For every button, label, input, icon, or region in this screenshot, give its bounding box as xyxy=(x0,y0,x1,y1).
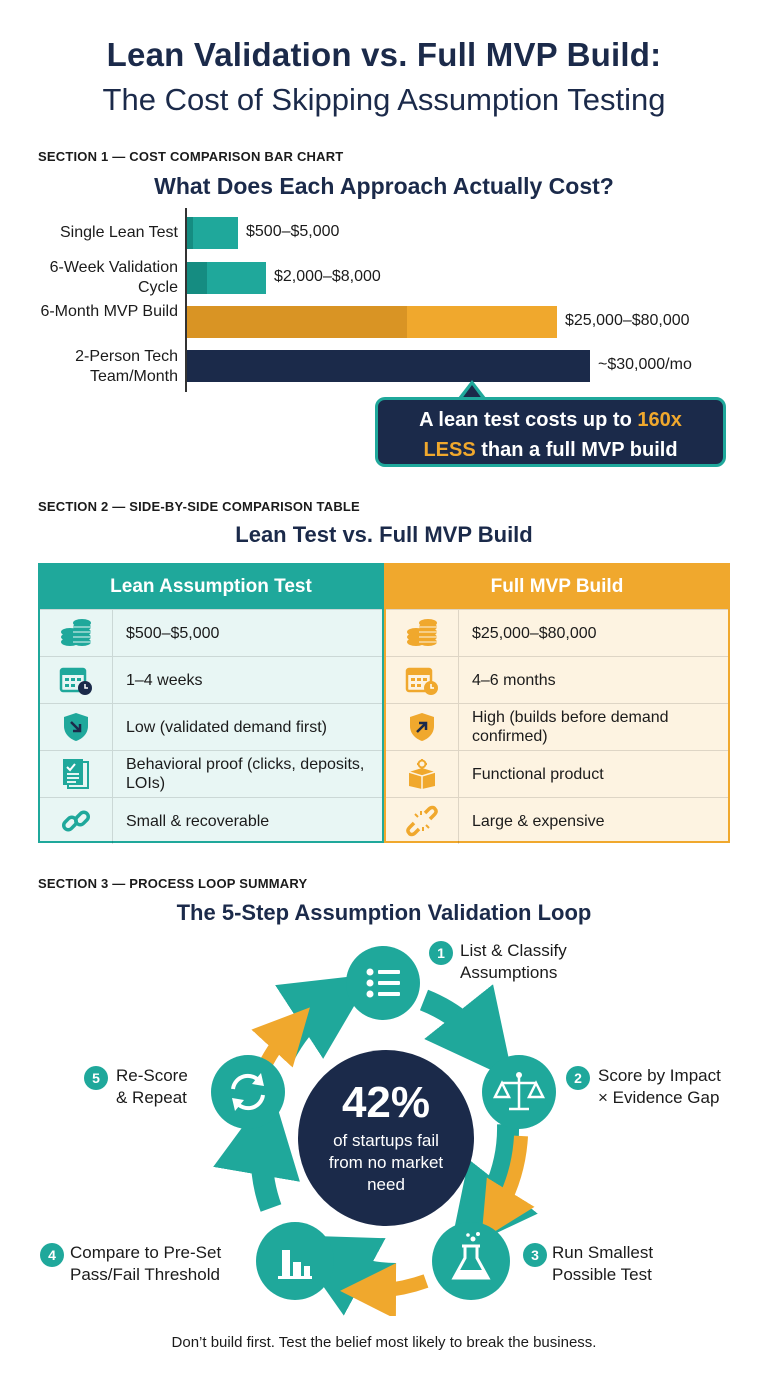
section1-title: What Does Each Approach Actually Cost? xyxy=(154,173,614,199)
table-row: Large & expensive xyxy=(386,797,728,844)
page-title: Lean Validation vs. Full MVP Build: xyxy=(106,36,662,73)
step1-node xyxy=(346,946,420,1020)
coins-icon xyxy=(386,610,459,656)
shield-icon xyxy=(40,704,113,750)
table-row: Functional product xyxy=(386,750,728,797)
step1-label: List & Classify Assumptions xyxy=(460,941,567,982)
bar-value-tech-team: ~$30,000/mo xyxy=(598,356,692,373)
footer-tagline: Don’t build first. Test the belief most … xyxy=(171,1334,597,1351)
step4-node xyxy=(256,1222,334,1300)
package-icon xyxy=(386,751,459,797)
chart-axis xyxy=(185,208,187,392)
coins-icon xyxy=(40,610,113,656)
bar-single-lean-test xyxy=(187,217,238,249)
step5-node xyxy=(211,1055,285,1129)
step3-label: Run Smallest Possible Test xyxy=(552,1243,654,1284)
step2-label: Score by Impact × Evidence Gap xyxy=(598,1066,721,1107)
link-icon xyxy=(40,798,113,844)
lean-column: Lean Assumption Test $500–$5,000 1–4 wee… xyxy=(38,563,384,844)
shield-icon xyxy=(386,704,459,750)
step5-label: Re-Score & Repeat xyxy=(116,1066,188,1107)
scale-icon xyxy=(492,1072,546,1111)
step3-number: 3 xyxy=(523,1243,547,1267)
bar-mvp-build xyxy=(187,306,557,338)
page-subtitle: The Cost of Skipping Assumption Testing xyxy=(102,82,666,117)
refresh-icon xyxy=(231,1073,265,1111)
center-stat-value: 42% xyxy=(341,1078,431,1127)
mvp-header: Full MVP Build xyxy=(386,565,728,609)
center-stat-text: of startups fail from no market need xyxy=(328,1131,444,1194)
broken-link-icon xyxy=(386,798,459,844)
table-row: 1–4 weeks xyxy=(40,656,382,703)
center-stat-circle: 42% of startups fail from no market need xyxy=(298,1050,474,1226)
table-row: High (builds before demand confirmed) xyxy=(386,703,728,750)
step1-number: 1 xyxy=(429,941,453,965)
bar-label-validation-cycle: 6-Week Validation Cycle xyxy=(49,259,178,296)
section3-label: SECTION 3 — PROCESS LOOP SUMMARY xyxy=(38,876,308,891)
step3-node xyxy=(432,1222,510,1300)
step4-number: 4 xyxy=(40,1243,64,1267)
bar-value-validation-cycle: $2,000–$8,000 xyxy=(274,268,381,285)
calendar-icon xyxy=(40,657,113,703)
bar-value-single-lean-test: $500–$5,000 xyxy=(246,223,340,240)
bar-label-mvp-build: 6-Month MVP Build xyxy=(40,303,178,320)
section3-title: The 5-Step Assumption Validation Loop xyxy=(176,900,592,925)
bar-validation-cycle xyxy=(187,262,266,294)
lean-header: Lean Assumption Test xyxy=(40,565,382,609)
section2-title: Lean Test vs. Full MVP Build xyxy=(235,522,533,547)
bar-chart-icon xyxy=(278,1250,312,1279)
calendar-icon xyxy=(386,657,459,703)
section2-label: SECTION 2 — SIDE-BY-SIDE COMPARISON TABL… xyxy=(38,499,360,514)
mvp-column: Full MVP Build $25,000–$80,000 4–6 month… xyxy=(384,563,730,844)
comparison-table: Lean Assumption Test $500–$5,000 1–4 wee… xyxy=(38,563,730,844)
step2-number: 2 xyxy=(566,1066,590,1090)
flask-icon xyxy=(451,1232,491,1280)
table-row: $25,000–$80,000 xyxy=(386,609,728,656)
bar-value-mvp-build: $25,000–$80,000 xyxy=(565,312,690,329)
table-row: $500–$5,000 xyxy=(40,609,382,656)
table-row: Low (validated demand first) xyxy=(40,703,382,750)
bar-label-single-lean-test: Single Lean Test xyxy=(59,224,178,241)
step4-label: Compare to Pre-Set Pass/Fail Threshold xyxy=(70,1243,222,1284)
callout-box: A lean test costs up to 160x LESS than a… xyxy=(375,397,726,467)
step5-number: 5 xyxy=(84,1066,108,1090)
section1-label: SECTION 1 — COST COMPARISON BAR CHART xyxy=(38,149,344,164)
bar-label-tech-team: 2-Person Tech Team/Month xyxy=(75,348,178,385)
table-row: 4–6 months xyxy=(386,656,728,703)
table-row: Behavioral proof (clicks, deposits, LOIs… xyxy=(40,750,382,797)
list-icon xyxy=(366,968,400,998)
bar-tech-team xyxy=(187,350,590,382)
table-row: Small & recoverable xyxy=(40,797,382,844)
evidence-icon xyxy=(40,751,113,797)
step2-node xyxy=(482,1055,556,1129)
